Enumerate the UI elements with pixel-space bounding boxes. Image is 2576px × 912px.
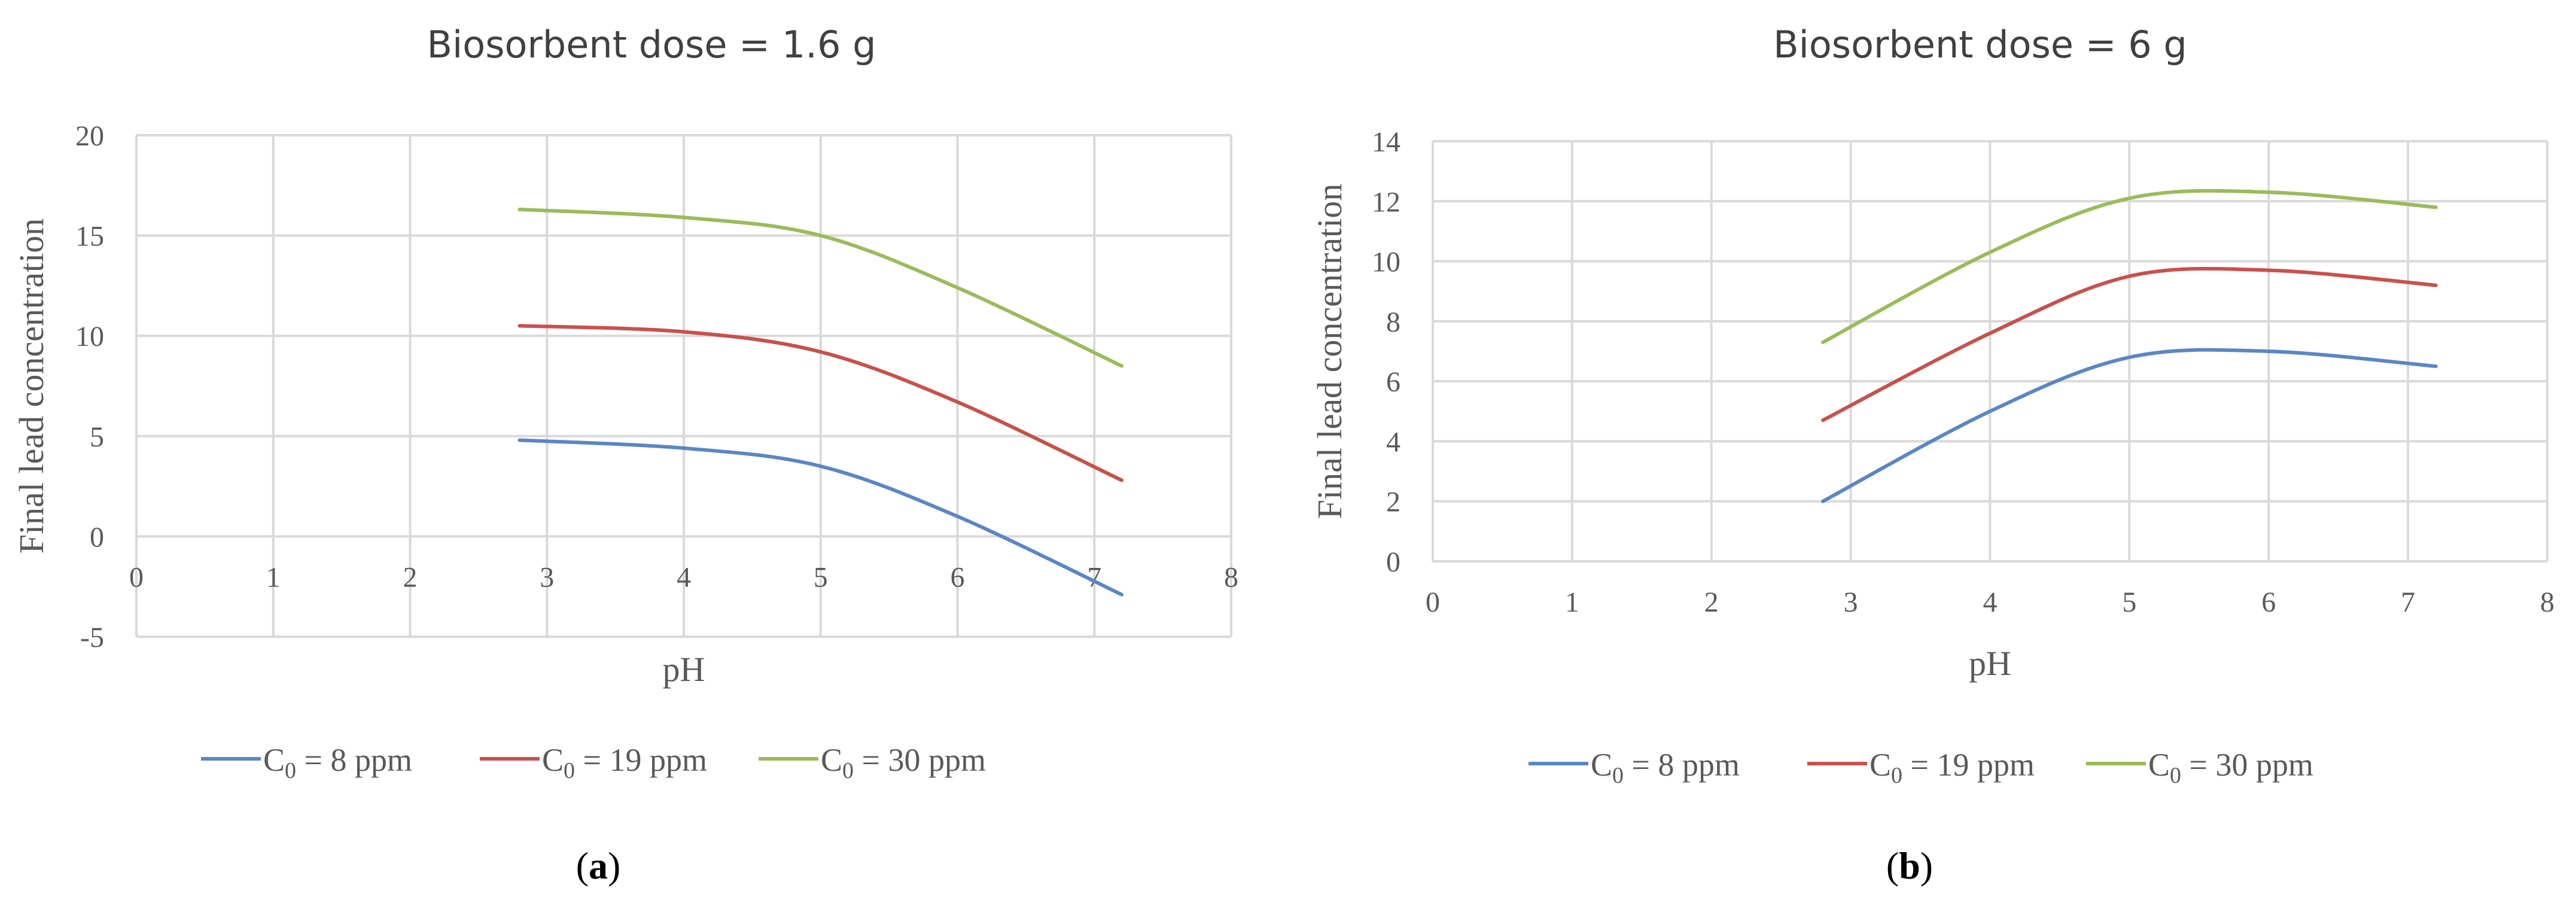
- x-tick-label: 8: [2540, 586, 2554, 618]
- x-tick-label: 6: [2261, 586, 2276, 618]
- panel-label-letter: b: [1899, 844, 1920, 887]
- legend-label-subscript: 0: [1612, 763, 1624, 788]
- y-tick-label: 12: [1372, 186, 1400, 218]
- legend-label-rest: = 8 ppm: [1624, 747, 1740, 783]
- series-line-3: [1821, 189, 2438, 344]
- panel-label: (b): [1886, 844, 1933, 887]
- legend-label-subscript: 0: [842, 758, 854, 783]
- x-axis-title: pH: [663, 650, 705, 689]
- y-axis-title: Final lead concentration: [1310, 184, 1349, 519]
- legend-label-main: C: [1869, 747, 1891, 783]
- x-tick-label: 4: [677, 561, 691, 593]
- legend-label-subscript: 0: [2170, 763, 2181, 788]
- series-line-1: [1821, 348, 2438, 503]
- x-tick-label: 4: [1983, 586, 1998, 618]
- panel-label-open: (: [576, 844, 589, 887]
- x-tick-label: 5: [814, 561, 828, 593]
- x-tick-label: 0: [129, 561, 144, 593]
- legend: C0 = 8 ppm C0 = 19 ppm C0 = 30 ppm: [201, 742, 986, 783]
- legend: C0 = 8 ppm C0 = 19 ppm C0 = 30 ppm: [1528, 747, 2313, 788]
- y-tick-label: 15: [75, 221, 104, 253]
- y-tick-label: 10: [75, 321, 104, 352]
- y-tick-label: 8: [1386, 306, 1400, 338]
- x-tick-label: 3: [1844, 586, 1858, 618]
- y-tick-label: 6: [1386, 366, 1400, 398]
- panel-label-open: (: [1886, 844, 1899, 887]
- chart-title: Biosorbent dose = 6 g: [1773, 23, 2187, 66]
- legend-label: C0 = 8 ppm: [263, 742, 412, 783]
- y-axis-title: Final lead concentration: [12, 218, 51, 554]
- x-tick-label: 2: [403, 561, 418, 593]
- series-line-2: [517, 324, 1123, 482]
- y-tick-label: 10: [1372, 247, 1400, 278]
- legend-label: C0 = 30 ppm: [821, 742, 986, 783]
- legend-label-main: C: [2148, 747, 2170, 783]
- x-tick-label: 2: [1704, 586, 1719, 618]
- legend-label-rest: = 19 ppm: [1902, 747, 2035, 783]
- x-tick-label: 3: [540, 561, 554, 593]
- legend-label: C0 = 19 ppm: [542, 742, 707, 783]
- chart-2: Biosorbent dose = 6 g0 1 2 3 4 5 6 7 80246810121…: [1310, 23, 2554, 887]
- x-tick-label: 7: [2401, 586, 2415, 618]
- legend-label-main: C: [1591, 747, 1612, 783]
- legend-label: C0 = 8 ppm: [1591, 747, 1740, 788]
- legend-label: C0 = 19 ppm: [1869, 747, 2035, 788]
- panel-label: (a): [576, 844, 621, 887]
- legend-label-rest: = 19 ppm: [575, 742, 707, 778]
- x-tick-label: 0: [1426, 586, 1440, 618]
- x-tick-label: 6: [951, 561, 965, 593]
- legend-label-main: C: [821, 742, 842, 778]
- chart-1: Biosorbent dose = 1.6 g0 1 2 3 4 5 6 7 8-5051015…: [12, 23, 1238, 887]
- x-tick-label: 8: [1224, 561, 1238, 593]
- x-tick-label: 5: [2122, 586, 2136, 618]
- y-tick-label: 0: [1386, 546, 1400, 578]
- legend-label-main: C: [263, 742, 285, 778]
- legend-label: C0 = 30 ppm: [2148, 747, 2313, 788]
- series-line-2: [1821, 266, 2438, 422]
- legend-label-rest: = 8 ppm: [296, 742, 412, 778]
- y-tick-label: 2: [1386, 487, 1400, 518]
- y-tick-label: 5: [90, 421, 104, 453]
- panel-label-close: ): [608, 844, 620, 887]
- legend-label-subscript: 0: [564, 758, 575, 783]
- legend-label-rest: = 30 ppm: [2181, 747, 2313, 783]
- y-tick-label: 14: [1372, 126, 1400, 158]
- y-tick-label: 4: [1386, 426, 1400, 458]
- legend-label-subscript: 0: [285, 758, 296, 783]
- chart-title: Biosorbent dose = 1.6 g: [427, 23, 876, 66]
- y-tick-label: -5: [80, 622, 104, 653]
- panel-label-close: ): [1920, 844, 1933, 887]
- panel-label-letter: a: [589, 844, 608, 887]
- legend-label-rest: = 30 ppm: [854, 742, 986, 778]
- legend-label-subscript: 0: [1891, 763, 1902, 788]
- x-axis-title: pH: [1969, 644, 2011, 683]
- legend-label-main: C: [542, 742, 564, 778]
- series-line-3: [517, 208, 1123, 368]
- series-line-1: [517, 438, 1123, 597]
- x-tick-label: 1: [266, 561, 281, 593]
- y-tick-label: 20: [75, 120, 104, 152]
- y-tick-label: 0: [90, 521, 104, 553]
- x-tick-label: 1: [1565, 586, 1579, 618]
